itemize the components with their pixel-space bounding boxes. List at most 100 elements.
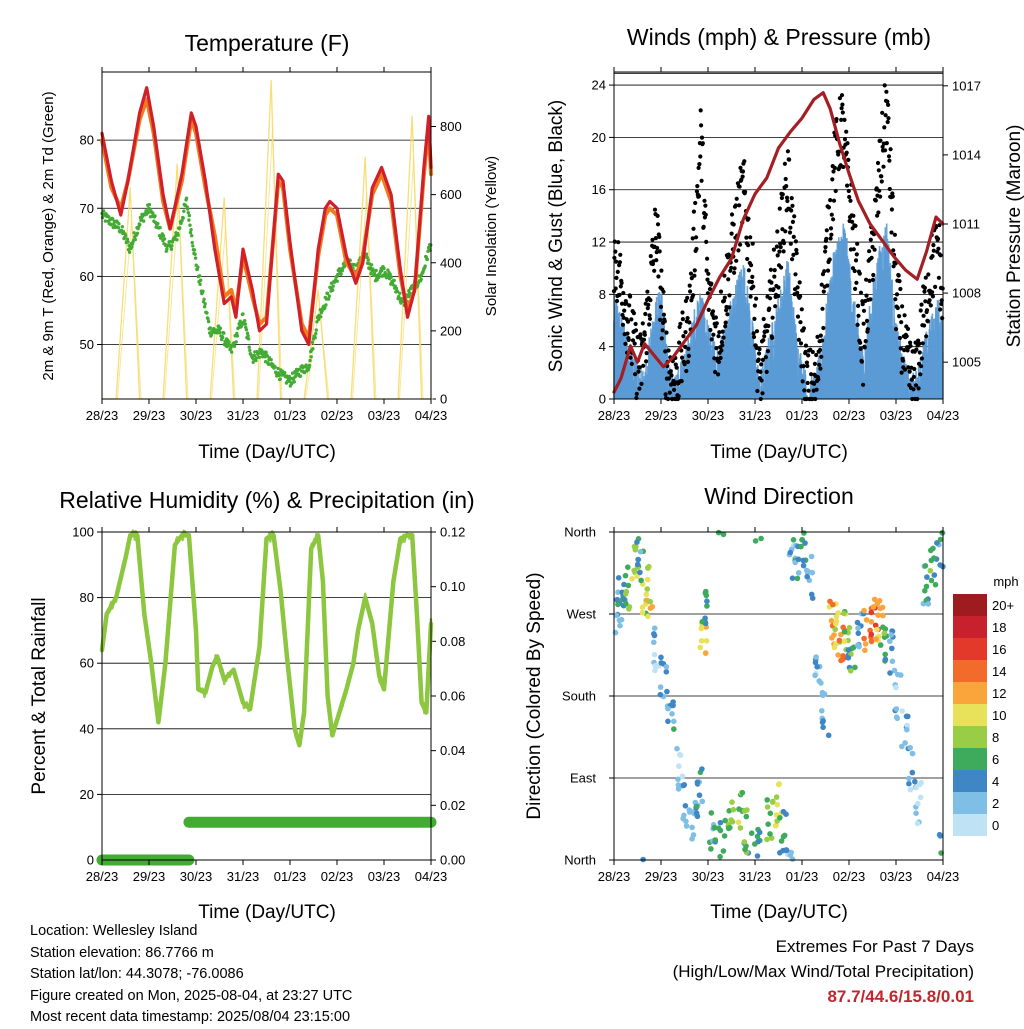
gust-point	[775, 229, 780, 234]
gust-point	[785, 149, 791, 154]
gust-point	[636, 369, 641, 374]
direction-point	[802, 540, 808, 546]
gust-point	[716, 372, 721, 377]
dewpoint-point	[309, 355, 313, 359]
gust-point	[912, 366, 917, 372]
direction-point	[922, 563, 929, 569]
gust-point	[869, 255, 874, 260]
gust-point	[619, 301, 625, 306]
direction-point	[917, 794, 924, 801]
direction-point	[923, 583, 930, 590]
gust-point	[692, 273, 697, 278]
direction-point	[832, 626, 838, 633]
gust-point	[798, 341, 804, 346]
temperature-ytick-label: 50	[80, 337, 94, 352]
dewpoint-point	[246, 337, 251, 341]
gust-point	[858, 290, 864, 295]
direction-point	[717, 819, 724, 826]
winds-ylabel: Sonic Wind & Gust (Blue, Black)	[546, 100, 567, 372]
gust-point	[676, 394, 681, 399]
gust-point	[620, 322, 626, 327]
dewpoint-point	[264, 350, 268, 354]
gust-point	[645, 306, 650, 311]
direction-point	[937, 562, 943, 568]
gust-point	[746, 268, 752, 273]
gust-point	[883, 113, 888, 118]
gust-point	[639, 381, 644, 386]
direction-point	[789, 856, 796, 862]
gust-point	[652, 207, 658, 212]
humidity-title: Relative Humidity (%) & Precipitation (i…	[59, 487, 474, 513]
direction-point	[703, 638, 710, 644]
direction-xtick-label: 28/23	[598, 869, 631, 884]
winds-xtick-label: 02/23	[833, 408, 866, 423]
direction-point	[928, 547, 934, 554]
gust-point	[643, 311, 648, 317]
dewpoint-point	[298, 374, 303, 378]
temperature-y2tick-label: 200	[440, 323, 462, 338]
dewpoint-point	[130, 245, 134, 249]
gust-point	[615, 269, 620, 274]
humidity-y2tick-label: 0.04	[440, 743, 465, 758]
gust-point	[823, 245, 828, 250]
gust-point	[923, 299, 928, 304]
direction-legend-title: mph	[993, 574, 1018, 589]
humidity-y2tick-label: 0.12	[440, 525, 465, 540]
gust-point	[790, 257, 795, 262]
dewpoint-point	[202, 297, 206, 301]
direction-point	[631, 543, 638, 550]
gust-point	[751, 334, 757, 340]
direction-ytick-label: East	[570, 771, 596, 786]
direction-title: Wind Direction	[704, 483, 854, 509]
gust-point	[853, 223, 858, 228]
gust-point	[723, 324, 728, 329]
direction-point	[652, 662, 659, 669]
gust-point	[647, 316, 653, 321]
gust-point	[922, 285, 928, 290]
temperature-ytick-label: 60	[80, 269, 94, 284]
direction-point	[889, 645, 895, 652]
gust-point	[619, 280, 624, 286]
dewpoint-point	[170, 244, 174, 248]
direction-point	[756, 829, 763, 836]
humidity-ylabel: Percent & Total Rainfall	[29, 597, 50, 794]
dewpoint-point	[392, 278, 396, 283]
dewpoint-point	[202, 305, 207, 309]
extremes-values: 87.7/44.6/15.8/0.01	[827, 987, 974, 1006]
gust-point	[732, 266, 737, 271]
direction-point	[699, 798, 706, 805]
direction-point	[663, 664, 670, 670]
direction-point	[722, 817, 728, 824]
gust-point	[621, 290, 626, 296]
gust-point	[754, 296, 759, 301]
gust-point	[708, 327, 713, 333]
gust-point	[618, 252, 623, 257]
gust-point	[938, 307, 943, 312]
gust-point	[884, 89, 889, 94]
gust-point	[743, 189, 748, 194]
direction-point	[778, 838, 785, 844]
direction-point	[767, 810, 774, 817]
direction-point	[899, 743, 905, 750]
dewpoint-point	[293, 374, 298, 379]
gust-point	[809, 372, 814, 377]
gust-point	[658, 304, 664, 309]
direction-point	[754, 853, 761, 859]
gust-point	[894, 292, 900, 297]
gust-point	[911, 374, 917, 379]
gust-point	[925, 319, 931, 324]
dewpoint-point	[273, 365, 277, 369]
recent-data-text: Most recent data timestamp: 2025/08/04 2…	[30, 1009, 351, 1025]
direction-xlabel: Time (Day/UTC)	[710, 902, 848, 923]
dewpoint-point	[369, 272, 373, 276]
direction-point	[643, 591, 650, 598]
gust-point	[709, 281, 714, 286]
gust-point	[911, 387, 916, 392]
temperature-xtick-label: 29/23	[133, 408, 166, 423]
direction-point	[829, 635, 835, 641]
gust-point	[691, 293, 696, 298]
gust-point	[876, 210, 881, 215]
gust-point	[641, 363, 646, 368]
direction-point	[881, 630, 888, 637]
direction-point	[833, 618, 840, 625]
